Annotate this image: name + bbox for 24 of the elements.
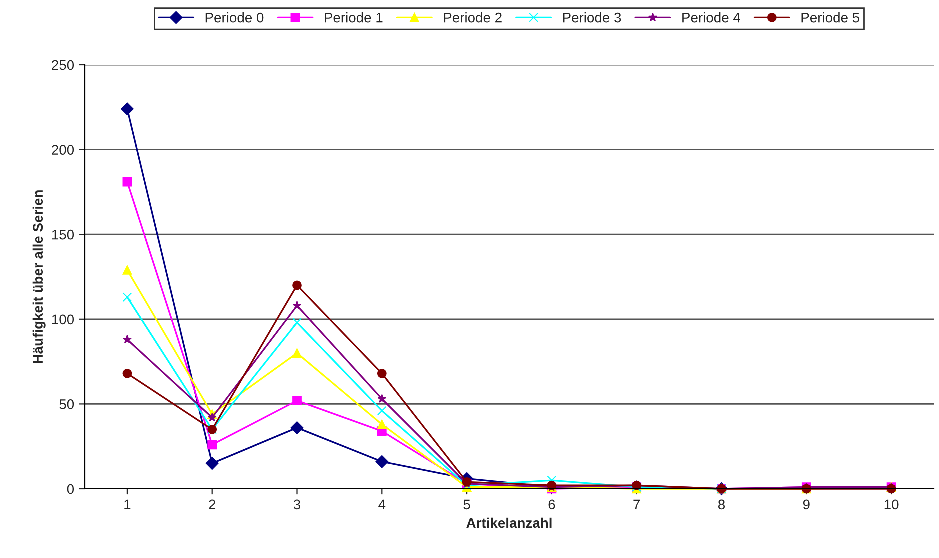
legend-label: Periode 1 bbox=[325, 12, 383, 23]
x-tick-label: 1 bbox=[124, 500, 131, 510]
y-tick-label: 50 bbox=[60, 400, 74, 410]
y-axis-title: Häufigkeit über alle Serien bbox=[32, 190, 46, 364]
x-axis-title: Artikelanzahl bbox=[466, 518, 552, 528]
y-tick-label: 100 bbox=[52, 314, 74, 325]
y-tick-label: 200 bbox=[52, 145, 74, 155]
x-tick-label: 5 bbox=[464, 500, 470, 510]
x-tick-label: 2 bbox=[209, 500, 216, 510]
legend-label: Periode 0 bbox=[206, 12, 264, 23]
x-tick-label: 8 bbox=[718, 500, 726, 510]
x-tick-label: 3 bbox=[294, 500, 300, 510]
y-tick-label: 150 bbox=[52, 230, 74, 240]
x-tick-label: 7 bbox=[634, 500, 640, 510]
x-tick-label: 6 bbox=[548, 500, 556, 510]
legend-label: Periode 2 bbox=[444, 12, 502, 23]
y-tick-label: 250 bbox=[52, 60, 74, 70]
legend-label: Periode 4 bbox=[682, 12, 740, 23]
legend-label: Periode 3 bbox=[563, 12, 622, 23]
x-tick-label: 9 bbox=[803, 500, 810, 510]
x-tick-label: 4 bbox=[378, 500, 386, 510]
legend-label: Periode 5 bbox=[802, 12, 860, 23]
x-tick-label: 10 bbox=[884, 500, 899, 510]
y-tick-label: 0 bbox=[67, 484, 74, 494]
